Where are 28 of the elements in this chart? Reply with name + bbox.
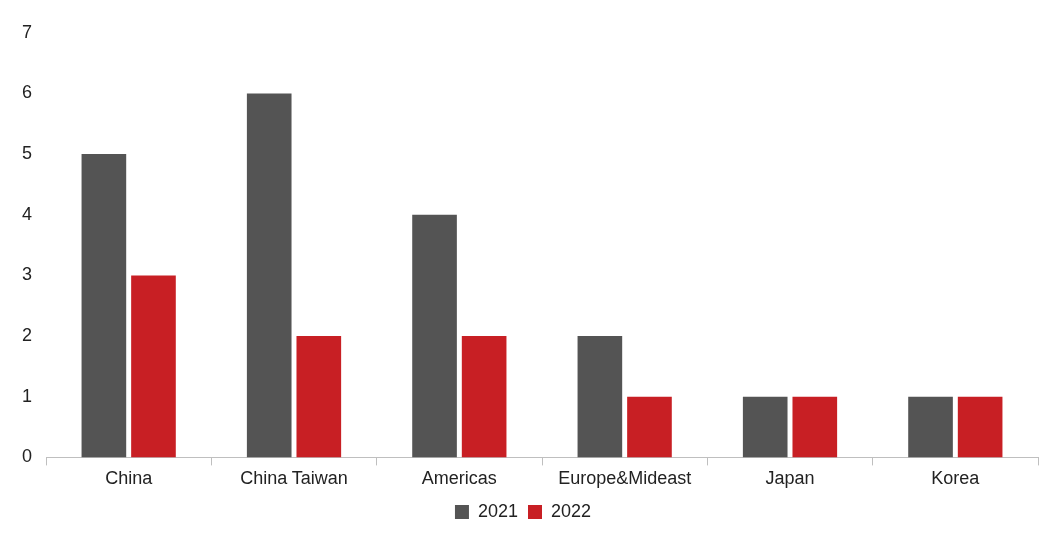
bar — [627, 396, 672, 458]
x-tick-label: China — [105, 468, 154, 489]
bar — [957, 396, 1003, 458]
x-tick-label: Europe&Mideast — [558, 468, 692, 489]
x-tick-label: China Taiwan — [240, 468, 348, 489]
bar — [296, 336, 342, 458]
bar — [246, 93, 292, 458]
bar — [577, 336, 623, 458]
x-tick-label: Japan — [765, 468, 815, 489]
x-tick-label: Korea — [931, 468, 981, 489]
y-tick-label: 2 — [22, 325, 33, 346]
y-tick-label: 5 — [22, 143, 33, 164]
bar — [908, 396, 953, 458]
y-tick-label: 1 — [22, 385, 33, 406]
bar — [461, 336, 507, 458]
y-tick-label: 0 — [22, 446, 33, 467]
legend-label: 2021 — [477, 500, 518, 521]
bar — [792, 396, 838, 458]
x-tick-label: Americas — [421, 468, 497, 489]
bar — [81, 154, 127, 458]
y-tick-label: 4 — [22, 203, 33, 224]
bar — [412, 214, 457, 458]
bar — [742, 396, 788, 458]
y-tick-label: 6 — [22, 82, 33, 103]
bar — [131, 275, 176, 458]
legend-label: 2022 — [551, 500, 592, 521]
y-tick-label: 3 — [22, 264, 33, 285]
y-tick-label: 7 — [22, 21, 33, 42]
